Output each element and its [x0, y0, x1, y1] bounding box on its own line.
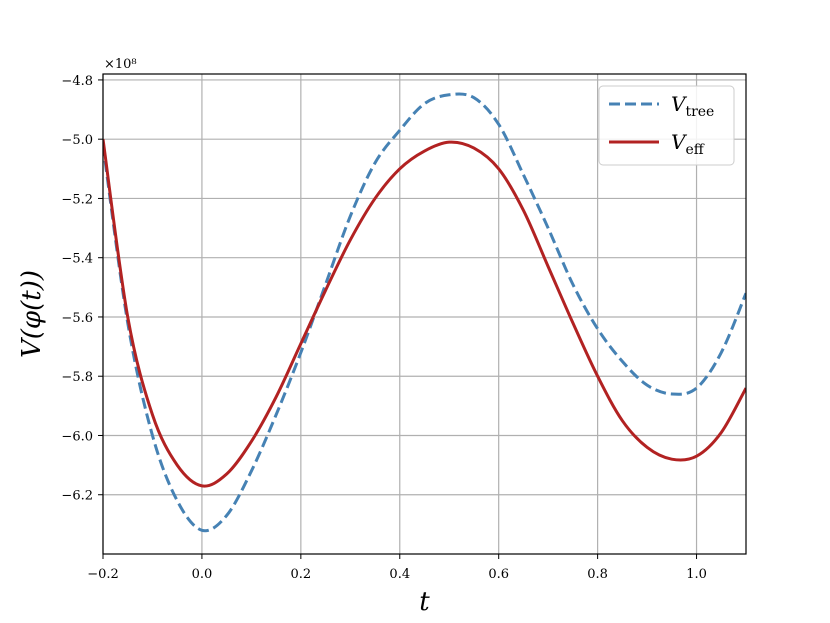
x-tick-label: 0.0: [192, 567, 213, 582]
y-tick-label: −6.2: [61, 489, 93, 504]
y-tick-label: −5.8: [61, 370, 93, 385]
y-tick-label: −6.0: [61, 429, 93, 444]
y-tick-label: −4.8: [61, 74, 93, 89]
x-tick-label: 1.0: [686, 567, 707, 582]
y-tick-label: −5.4: [61, 252, 93, 267]
ticks: −0.2 0.0 0.2 0.4 0.6 0.8 1.0 −6.2 −6.0 −5.8 −5.6 −5…: [61, 74, 706, 582]
y-tick-label: −5.2: [61, 192, 93, 207]
y-offset-text: ×10⁸: [104, 57, 137, 72]
legend-box: [598, 85, 735, 166]
x-tick-label: 0.6: [488, 567, 509, 582]
series-line-eff: [103, 138, 746, 488]
y-tick-label: −5.0: [61, 133, 93, 148]
series-group: [103, 92, 746, 533]
x-tick-label: 0.2: [291, 567, 312, 582]
x-tick-label: 0.4: [389, 567, 410, 582]
y-axis-label: V(φ(t)): [17, 270, 47, 358]
x-axis-label: t: [419, 587, 430, 617]
x-tick-label: 0.8: [587, 567, 608, 582]
x-tick-label: −0.2: [87, 567, 119, 582]
plot-frame: [102, 73, 747, 555]
series-line-tree: [103, 92, 746, 533]
y-tick-label: −5.6: [61, 311, 93, 326]
